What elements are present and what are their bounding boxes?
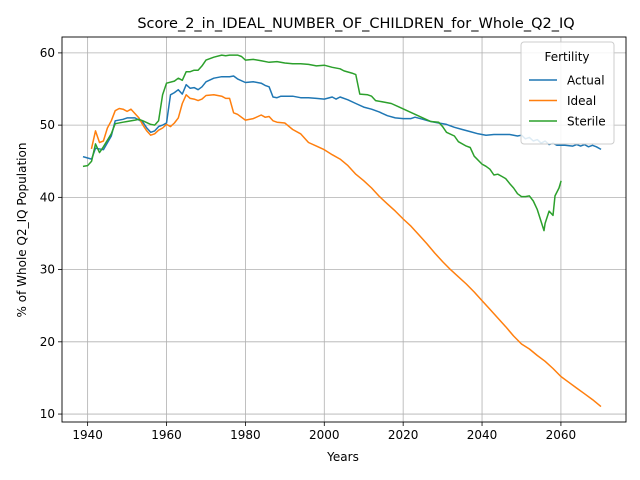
legend-label-sterile: Sterile	[567, 115, 606, 129]
legend-items: Actual Ideal Sterile	[529, 74, 606, 129]
x-tick-label: 1980	[230, 428, 261, 442]
legend-label-ideal: Ideal	[567, 94, 596, 108]
x-tick-label: 1940	[72, 428, 103, 442]
grid	[62, 37, 626, 422]
legend-box	[520, 41, 615, 145]
x-axis-label: Years	[326, 450, 359, 464]
x-tick-label: 1960	[151, 428, 182, 442]
y-axis-label: % of Whole Q2_IQ Population	[15, 143, 29, 318]
y-tick-label: 40	[40, 190, 55, 204]
plot-frame	[61, 36, 627, 423]
x-tick-label: 2020	[388, 428, 419, 442]
y-tick-label: 20	[40, 335, 55, 349]
x-tick-label: 2000	[309, 428, 340, 442]
legend-title: Fertility	[544, 50, 589, 64]
axis-ticks: 1940 1960 1980 2000 2020 2040 2060 10 20 30 40 50 60	[40, 46, 576, 442]
x-tick-label: 2040	[467, 428, 498, 442]
legend: Fertility Actual Ideal Sterile	[520, 41, 615, 145]
x-tick-label: 2060	[546, 428, 577, 442]
y-tick-label: 30	[40, 263, 55, 277]
y-tick-label: 10	[40, 407, 55, 421]
y-tick-label: 60	[40, 46, 55, 60]
y-tick-label: 50	[40, 118, 55, 132]
series-line-ideal	[90, 94, 602, 408]
series-line-sterile	[82, 54, 562, 232]
chart-title: Score_2_in_IDEAL_NUMBER_OF_CHILDREN_for_…	[137, 16, 574, 32]
legend-label-actual: Actual	[567, 74, 605, 88]
